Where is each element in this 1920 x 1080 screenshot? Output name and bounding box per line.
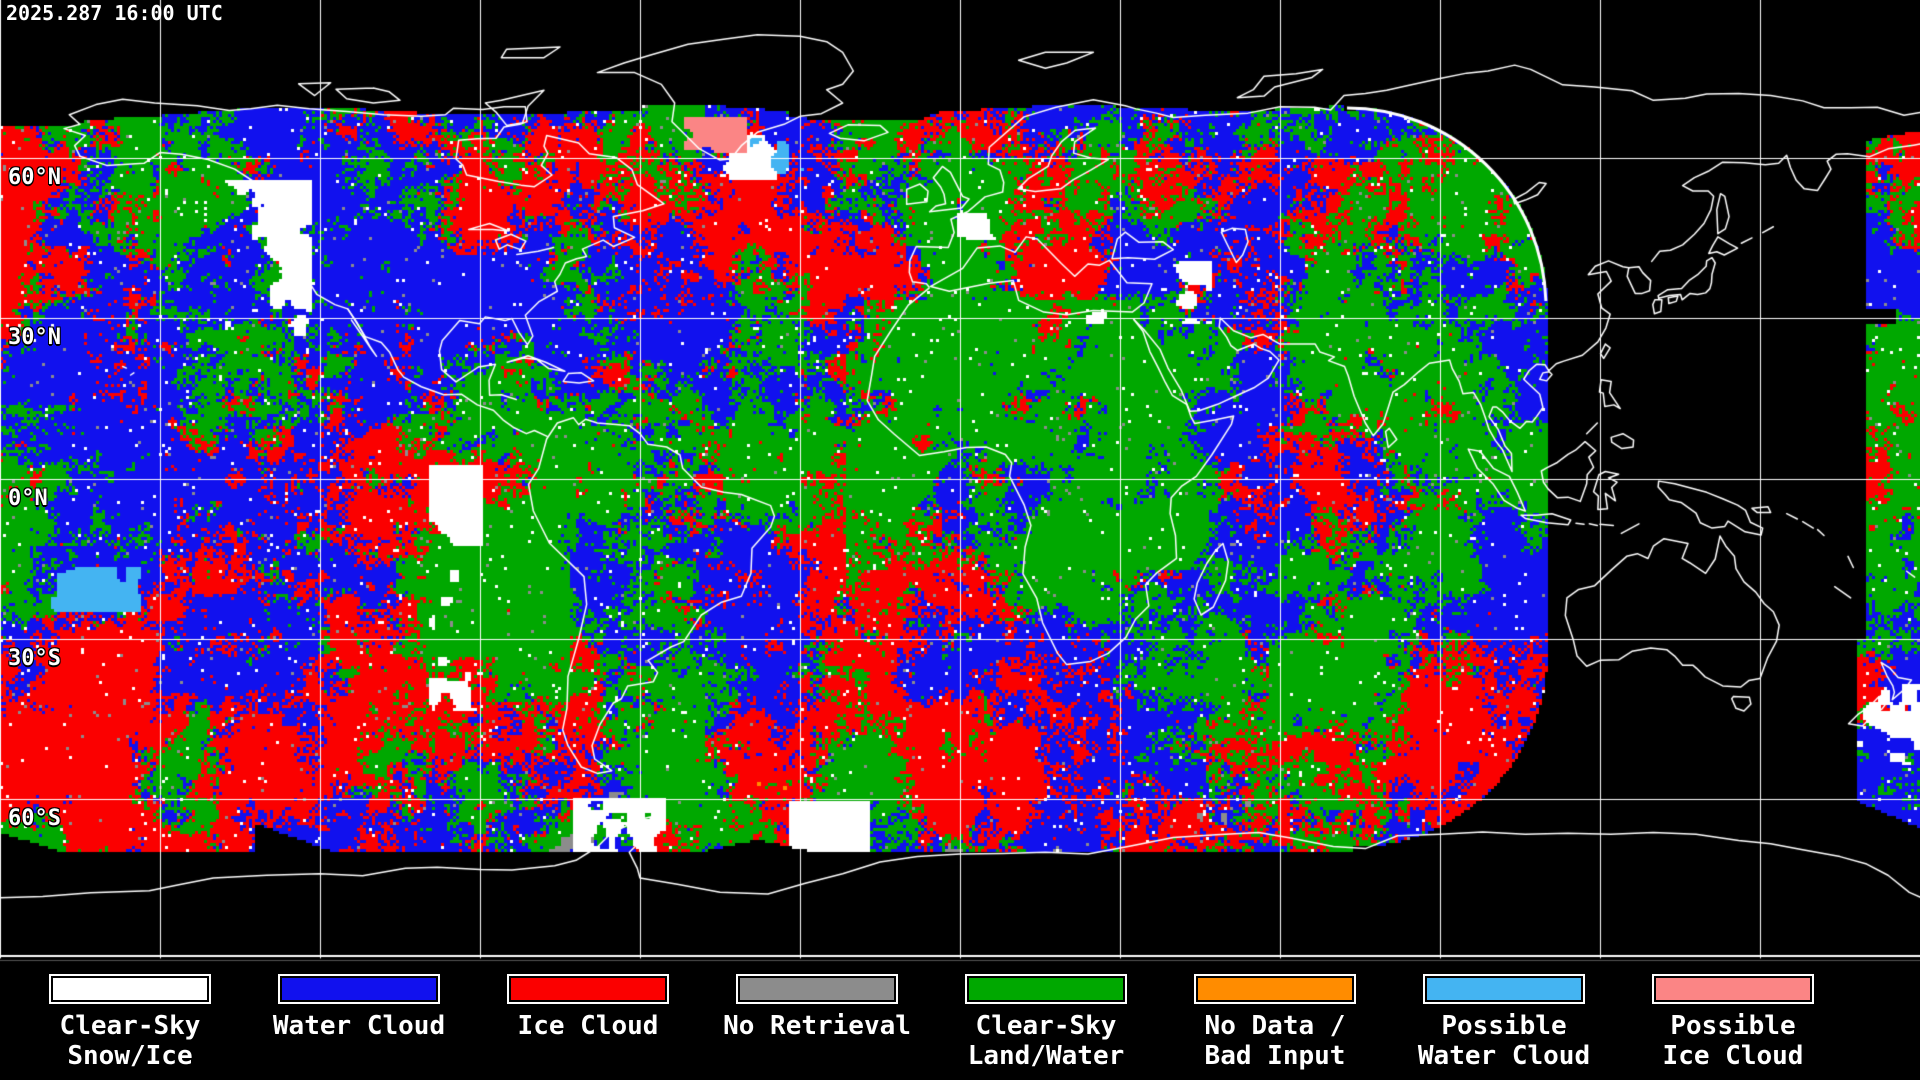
legend-swatch-color	[1198, 978, 1352, 1000]
legend-swatch	[278, 974, 440, 1004]
legend-item-clear-sky-snow-ice: Clear-Sky Snow/Ice	[15, 974, 245, 1071]
latitude-label: 60°N	[8, 165, 61, 190]
legend-item-no-data-bad-input: No Data / Bad Input	[1160, 974, 1390, 1071]
legend-label-line1: Clear-Sky	[975, 1011, 1117, 1041]
legend-swatch	[1423, 974, 1585, 1004]
legend-swatch	[1652, 974, 1814, 1004]
legend: Clear-Sky Snow/Ice Water Cloud Ice Cloud No …	[0, 956, 1920, 1080]
legend-swatch	[1194, 974, 1356, 1004]
legend-label-line1: Water Cloud	[272, 1011, 446, 1041]
legend-label-line2: Snow/Ice	[67, 1041, 193, 1071]
legend-label-line1: Clear-Sky	[59, 1011, 201, 1041]
legend-swatch-color	[53, 978, 207, 1000]
legend-swatch	[736, 974, 898, 1004]
latitude-label: 60°S	[8, 806, 61, 831]
legend-label-line2: Land/Water	[967, 1041, 1125, 1071]
legend-item-possible-water-cloud: Possible Water Cloud	[1389, 974, 1619, 1071]
legend-item-clear-sky-land-water: Clear-Sky Land/Water	[931, 974, 1161, 1071]
latitude-label: 30°N	[8, 325, 61, 350]
legend-item-no-retrieval: No Retrieval	[702, 974, 932, 1041]
legend-label-line1: No Data /	[1204, 1011, 1346, 1041]
legend-swatch-color	[969, 978, 1123, 1000]
timestamp: 2025.287 16:00 UTC	[6, 1, 223, 25]
legend-swatch-color	[1656, 978, 1810, 1000]
legend-swatch	[49, 974, 211, 1004]
latitude-label: 0°N	[8, 486, 48, 511]
latitude-label: 30°S	[8, 646, 61, 671]
legend-item-possible-ice-cloud: Possible Ice Cloud	[1618, 974, 1848, 1071]
legend-label-line2: Water Cloud	[1417, 1041, 1591, 1071]
legend-label-line1: Possible	[1441, 1011, 1567, 1041]
legend-item-ice-cloud: Ice Cloud	[473, 974, 703, 1041]
legend-label-line1: Ice Cloud	[517, 1011, 659, 1041]
legend-label-line1: Possible	[1670, 1011, 1796, 1041]
legend-label-line2: Bad Input	[1204, 1041, 1346, 1071]
legend-swatch-color	[1427, 978, 1581, 1000]
legend-label-line1: No Retrieval	[723, 1011, 911, 1041]
legend-swatch	[965, 974, 1127, 1004]
legend-swatch-color	[511, 978, 665, 1000]
legend-swatch	[507, 974, 669, 1004]
legend-label-line2: Ice Cloud	[1662, 1041, 1804, 1071]
legend-swatch-color	[740, 978, 894, 1000]
legend-item-water-cloud: Water Cloud	[244, 974, 474, 1041]
legend-swatch-color	[282, 978, 436, 1000]
